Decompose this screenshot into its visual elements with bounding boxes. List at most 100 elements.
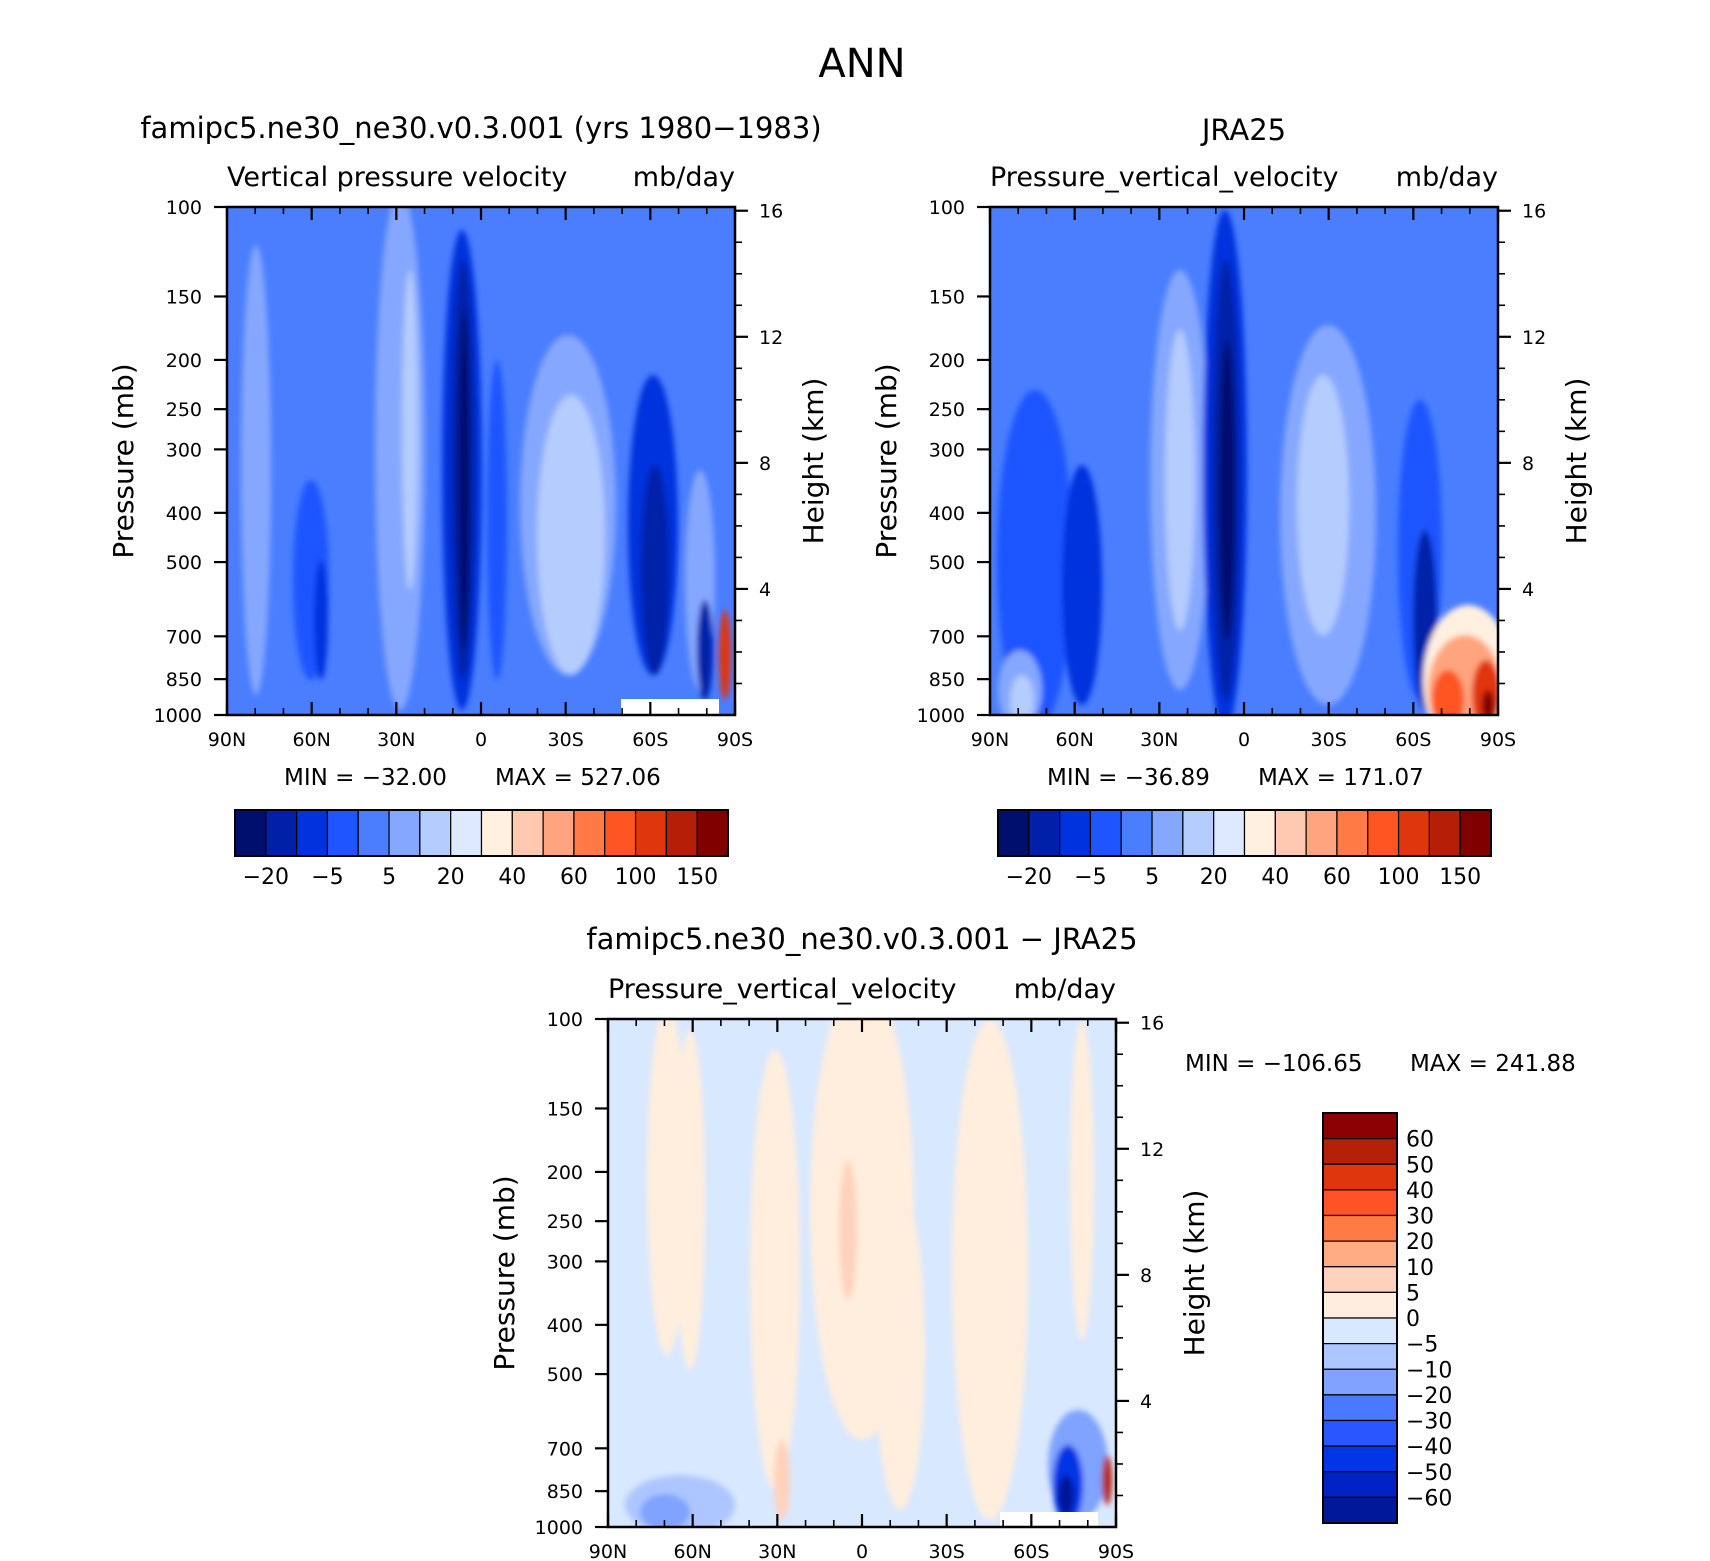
- height-tick-label: 16: [1522, 201, 1546, 223]
- colorbar-frame: [234, 809, 729, 857]
- diff-neg-65s-core: [1058, 1475, 1074, 1515]
- colorbar-label: 20: [437, 865, 465, 890]
- obs-ylabel-right: Height (km): [1560, 378, 1593, 545]
- model-min-label: MIN = −32.00: [284, 765, 447, 791]
- figure-title: ANN: [818, 41, 905, 87]
- y-tick-label: 700: [547, 1438, 583, 1460]
- y-tick-label: 1000: [154, 705, 202, 727]
- obs-antarctic-warm-core: [1482, 690, 1494, 715]
- colorbar-swatch: [542, 809, 575, 857]
- colorbar-label: −5: [311, 865, 343, 890]
- y-tick-label: 200: [166, 350, 202, 372]
- model-max-label: MAX = 527.06: [495, 765, 661, 791]
- colorbar-label: 30: [1406, 1205, 1434, 1230]
- diff-neg-80n: [640, 1494, 690, 1527]
- model-strip-75n: [241, 245, 271, 695]
- model-strip-80s: [697, 600, 713, 700]
- colorbar-label: 20: [1200, 865, 1228, 890]
- y-tick-label: 500: [547, 1364, 583, 1386]
- x-tick-label: 30S: [1311, 729, 1347, 751]
- colorbar-swatch: [326, 809, 359, 857]
- y-tick-label: 300: [547, 1251, 583, 1273]
- colorbar-label: 100: [615, 865, 657, 890]
- colorbar-swatch: [1182, 809, 1215, 857]
- height-tick-label: 12: [1140, 1139, 1164, 1161]
- colorbar-swatch: [1322, 1291, 1398, 1319]
- obs-ylabel: Pressure (mb): [870, 363, 903, 558]
- x-tick-label: 30N: [377, 729, 415, 751]
- obs-min-label: MIN = −36.89: [1047, 765, 1210, 791]
- colorbar-swatch: [1367, 809, 1400, 857]
- x-tick-label: 30N: [1140, 729, 1178, 751]
- colorbar-swatch: [1336, 809, 1369, 857]
- x-tick-label: 60S: [1395, 729, 1431, 751]
- diff-panel-title: famipc5.ne30_ne30.v0.3.001 − JRA25: [586, 922, 1137, 956]
- obs-strip-70n: [997, 390, 1073, 715]
- y-tick-label: 100: [929, 197, 965, 219]
- x-tick-label: 30N: [758, 1541, 796, 1561]
- colorbar-swatch: [1322, 1368, 1398, 1396]
- obs-units-label: mb/day: [1396, 162, 1498, 193]
- y-tick-label: 700: [929, 626, 965, 648]
- height-tick-label: 8: [1522, 453, 1534, 475]
- diff-ylabel: Pressure (mb): [488, 1175, 521, 1370]
- x-tick-label: 0: [1238, 729, 1250, 751]
- diff-pos-75s: [1070, 1020, 1094, 1340]
- x-tick-label: 30S: [548, 729, 584, 751]
- model-strip-eq-s: [487, 360, 507, 680]
- colorbar-label: −20: [243, 865, 289, 890]
- y-tick-label: 100: [166, 197, 202, 219]
- model-contour-field: [227, 207, 735, 715]
- y-tick-label: 150: [547, 1098, 583, 1120]
- model-panel: famipc5.ne30_ne30.v0.3.001 (yrs 1980−198…: [107, 111, 830, 890]
- colorbar-swatch: [1322, 1138, 1398, 1165]
- height-tick-label: 8: [1140, 1265, 1152, 1287]
- y-tick-label: 100: [547, 1009, 583, 1031]
- x-tick-label: 90N: [589, 1541, 627, 1561]
- x-tick-label: 90S: [1098, 1541, 1134, 1561]
- y-tick-label: 500: [929, 552, 965, 574]
- diff-pos-30n: [774, 1440, 790, 1520]
- colorbar-swatch: [1322, 1343, 1398, 1370]
- colorbar-label: 60: [1406, 1128, 1434, 1153]
- x-tick-label: 0: [856, 1541, 868, 1561]
- colorbar-label: −20: [1006, 865, 1052, 890]
- colorbar-swatch: [997, 809, 1030, 857]
- model-variable-label: Vertical pressure velocity: [227, 162, 567, 193]
- colorbar-swatch: [1322, 1394, 1398, 1422]
- x-tick-label: 60N: [292, 729, 330, 751]
- height-tick-label: 12: [759, 327, 783, 349]
- diff-min-label: MIN = −106.65: [1185, 1051, 1362, 1077]
- colorbar-swatch: [357, 809, 390, 857]
- colorbar-label: 10: [1406, 1256, 1434, 1281]
- height-tick-label: 16: [759, 201, 783, 223]
- y-tick-label: 150: [166, 286, 202, 308]
- colorbar-swatch: [1322, 1214, 1398, 1242]
- diff-pos-10s: [875, 1190, 925, 1510]
- obs-antarctic-warm-2: [1432, 670, 1464, 715]
- obs-ticks: 90N 60N 30N 0 30S 60S 90S 100 150 200 250 300 400 500…: [917, 197, 1547, 751]
- model-units-label: mb/day: [633, 162, 735, 193]
- diff-panel: famipc5.ne30_ne30.v0.3.001 − JRA25 Press…: [488, 922, 1576, 1561]
- model-strip-60s-inner: [641, 465, 669, 675]
- x-tick-label: 90S: [1480, 729, 1516, 751]
- obs-strip-itcz-core: [1219, 340, 1235, 640]
- model-strip-50n: [314, 560, 328, 680]
- colorbar-label: 40: [1261, 865, 1289, 890]
- x-tick-label: 60N: [673, 1541, 711, 1561]
- obs-strip-30n-inner: [1165, 330, 1195, 630]
- y-tick-label: 250: [929, 399, 965, 421]
- diff-pos-35s: [952, 1020, 1028, 1520]
- colorbar-label: 100: [1378, 865, 1420, 890]
- obs-strip-25s-inner: [1297, 375, 1349, 635]
- model-panel-title: famipc5.ne30_ne30.v0.3.001 (yrs 1980−198…: [140, 111, 821, 145]
- y-tick-label: 850: [166, 669, 202, 691]
- colorbar-swatch: [696, 809, 729, 857]
- obs-panel-title: JRA25: [1200, 113, 1286, 147]
- colorbar-swatch: [665, 809, 698, 857]
- y-tick-label: 400: [547, 1315, 583, 1337]
- diff-pos-85s-core: [1102, 1455, 1112, 1505]
- y-tick-label: 500: [166, 552, 202, 574]
- colorbar-label: 5: [1145, 865, 1159, 890]
